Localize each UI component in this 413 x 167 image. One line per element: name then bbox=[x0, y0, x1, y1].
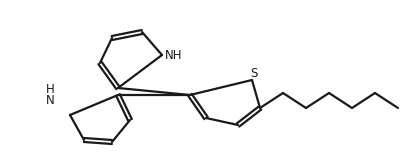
Text: NH: NH bbox=[165, 48, 182, 61]
Text: S: S bbox=[250, 66, 257, 79]
Text: H
N: H N bbox=[45, 83, 54, 107]
